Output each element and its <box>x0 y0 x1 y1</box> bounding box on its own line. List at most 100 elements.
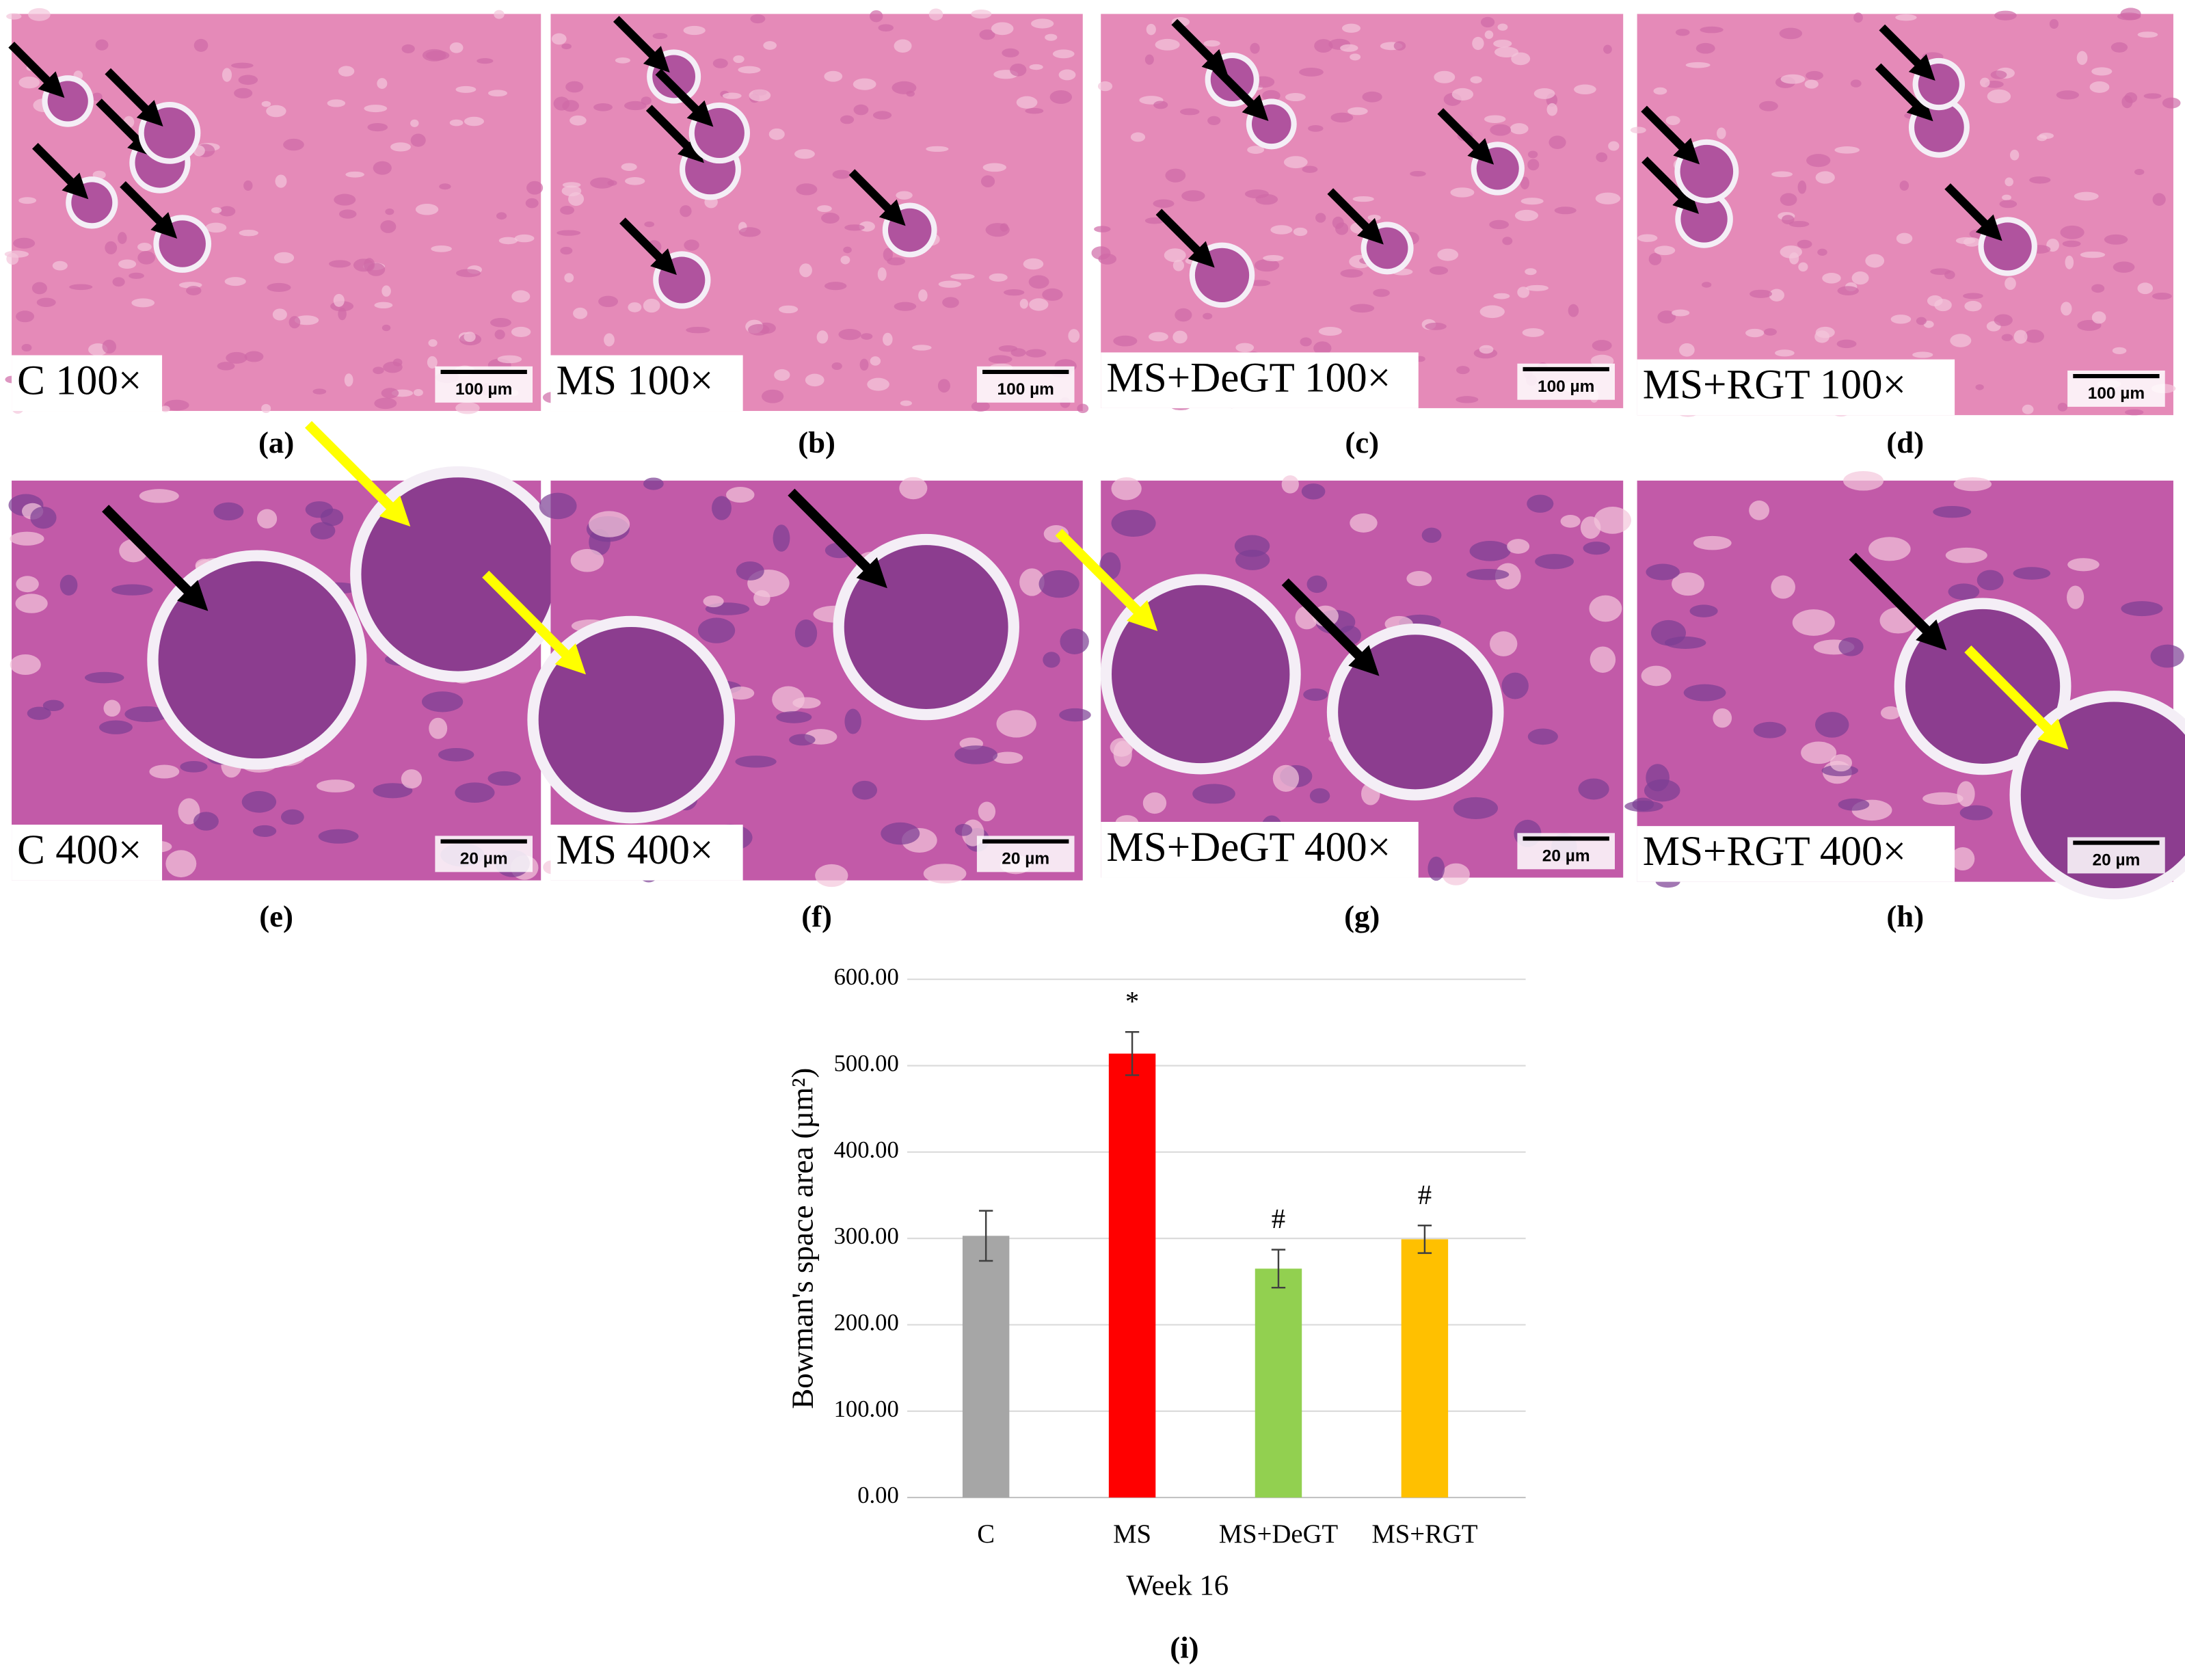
tissue-texture <box>1948 583 1980 600</box>
tissue-texture <box>373 783 413 799</box>
tissue-texture <box>607 180 617 186</box>
y-axis-label: Bowman's space area (µm²) <box>786 1068 820 1409</box>
tissue-texture <box>870 356 881 366</box>
tissue-texture <box>1994 314 2013 326</box>
caption-box <box>12 355 163 412</box>
tissue-texture <box>1451 88 1474 101</box>
tissue-texture <box>570 548 604 572</box>
tissue-texture <box>1130 132 1146 142</box>
tissue-texture <box>923 864 967 884</box>
scale-label: 20 µm <box>2093 851 2141 870</box>
tissue-texture <box>455 402 480 414</box>
tissue-texture <box>1520 198 1544 205</box>
panel-letter: (g) <box>1344 899 1380 933</box>
tissue-texture <box>1568 304 1579 317</box>
tissue-texture <box>1764 328 1777 336</box>
tissue-texture <box>894 302 917 311</box>
significance-marker: # <box>1272 1203 1285 1234</box>
tissue-texture <box>883 248 893 262</box>
tissue-texture <box>568 192 585 206</box>
tissue-texture <box>1367 215 1381 221</box>
tissue-texture <box>738 66 761 74</box>
tissue-texture <box>1630 126 1646 134</box>
tissue-texture <box>749 89 771 102</box>
tissue-texture <box>244 351 264 362</box>
tissue-texture <box>1594 506 1631 534</box>
scale-label: 20 µm <box>1542 846 1590 865</box>
caption-box <box>1637 359 1955 416</box>
arrow <box>1171 18 1229 76</box>
tissue-texture <box>1608 141 1620 151</box>
arrow <box>304 421 411 526</box>
panel-caption: C 400× <box>17 827 142 873</box>
tissue-texture <box>761 389 784 403</box>
tissue-texture <box>971 10 992 19</box>
tissue-texture <box>367 123 388 132</box>
tissue-texture <box>1254 258 1280 272</box>
tissue-texture <box>1301 483 1326 500</box>
tissue-texture <box>1393 41 1406 51</box>
tissue-texture <box>1480 16 1495 28</box>
tissue-texture <box>1520 176 1529 189</box>
tissue-texture <box>971 401 990 412</box>
tissue-texture <box>604 333 615 347</box>
panel-caption: MS+RGT 400× <box>1643 829 1906 875</box>
tissue-texture <box>410 119 419 127</box>
tissue-texture <box>1042 288 1063 301</box>
tissue-texture <box>1990 70 2007 79</box>
tissue-texture <box>193 812 219 831</box>
tissue-texture <box>573 307 588 319</box>
tissue-texture <box>381 388 399 399</box>
tissue-texture <box>525 198 539 209</box>
tissue-texture <box>1207 116 1221 126</box>
tissue-texture <box>374 397 397 410</box>
tissue-texture <box>832 170 851 179</box>
tissue-texture <box>2137 282 2154 295</box>
tissue-texture <box>643 477 664 490</box>
scale-label: 20 µm <box>460 849 508 868</box>
tissue-texture <box>1853 12 1863 23</box>
tissue-texture <box>821 212 840 224</box>
tissue-texture <box>1410 170 1426 177</box>
tissue-texture <box>1003 289 1025 296</box>
tissue-texture <box>1595 192 1621 204</box>
tissue-texture <box>894 39 912 53</box>
tissue-texture <box>1775 349 1795 357</box>
tissue-texture <box>1019 299 1028 309</box>
x-axis-label: Week 16 <box>1126 1569 1229 1601</box>
tissue-texture <box>1113 741 1132 767</box>
arrow <box>1879 24 1935 81</box>
micrograph: C 100× 100 µm <box>4 8 544 414</box>
tissue-texture <box>385 208 394 215</box>
arrow <box>1641 156 1700 214</box>
tissue-texture <box>1880 706 1901 720</box>
tissue-texture <box>2062 240 2081 248</box>
tissue-texture <box>615 57 630 64</box>
tissue-texture <box>103 699 121 717</box>
tissue-texture <box>2056 90 2080 100</box>
tissue-texture <box>1049 90 1072 104</box>
tissue-texture <box>1425 322 1447 330</box>
tissue-texture <box>1314 39 1333 53</box>
arrow <box>32 143 89 200</box>
tissue-texture <box>217 362 235 371</box>
tissue-texture <box>1780 74 1806 84</box>
tissue-texture <box>514 234 535 243</box>
tissue-texture <box>364 258 375 271</box>
tissue-texture <box>490 318 511 328</box>
tissue-texture <box>2061 302 2072 316</box>
tissue-texture <box>805 373 825 387</box>
tissue-texture <box>2002 194 2011 201</box>
tissue-texture <box>1077 403 1089 414</box>
tissue-texture <box>95 39 109 51</box>
tissue-texture <box>1111 509 1156 537</box>
tissue-texture <box>838 328 861 341</box>
tissue-texture <box>129 272 144 279</box>
tissue-texture <box>1235 549 1270 570</box>
tissue-texture <box>2067 585 2085 609</box>
tissue-texture <box>1466 569 1510 581</box>
tissue-texture <box>2110 42 2128 53</box>
x-tick-label: MS+DeGT <box>1219 1520 1338 1549</box>
tissue-texture <box>1510 123 1529 135</box>
tissue-texture <box>906 90 915 97</box>
